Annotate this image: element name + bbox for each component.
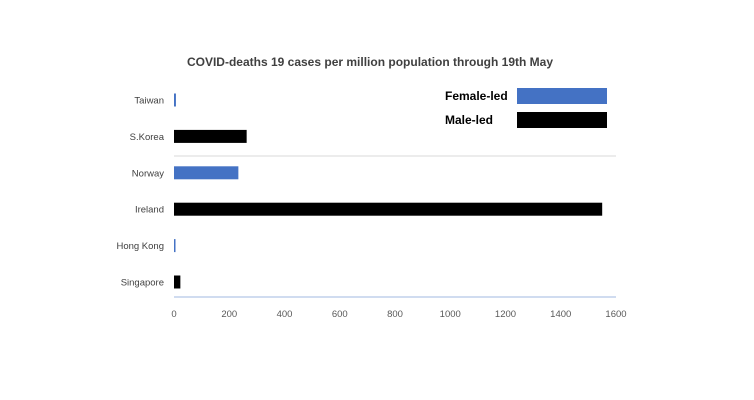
category-label: Taiwan	[134, 96, 164, 107]
x-tick-label: 1000	[440, 309, 461, 320]
plot-area: Taiwan S.Korea Norway Ireland Hong Kong Singa…	[116, 93, 627, 320]
x-tick-label: 1200	[495, 309, 516, 320]
x-tick-label: 0	[171, 309, 176, 320]
legend-label-female-led: Female-led	[445, 89, 508, 103]
legend-swatch-female-led	[517, 88, 607, 104]
x-tick-label: 400	[277, 309, 293, 320]
bar-s-korea	[174, 129, 247, 143]
legend: Female-led Male-led	[445, 88, 607, 128]
legend-swatch-male-led	[517, 112, 607, 128]
category-label: Norway	[132, 168, 164, 179]
bar-norway	[174, 166, 239, 180]
x-tick-label: 1600	[605, 309, 626, 320]
x-tick-label: 200	[221, 309, 237, 320]
chart-title: COVID-deaths 19 cases per million popula…	[187, 55, 553, 69]
legend-label-male-led: Male-led	[445, 113, 493, 127]
bar-singapore	[174, 275, 181, 289]
bar-ireland	[174, 202, 603, 216]
category-label: Singapore	[121, 278, 164, 289]
category-label: Ireland	[135, 205, 164, 216]
bar-hong-kong	[174, 239, 176, 253]
x-tick-label: 1400	[550, 309, 571, 320]
x-tick-label: 600	[332, 309, 348, 320]
bar-taiwan	[174, 93, 176, 107]
category-label: Hong Kong	[116, 241, 164, 252]
x-tick-label: 800	[387, 309, 403, 320]
category-label: S.Korea	[130, 132, 165, 143]
